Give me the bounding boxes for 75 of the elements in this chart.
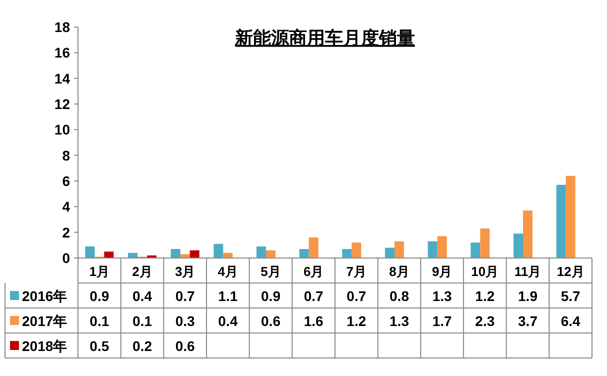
data-label: 0.5 xyxy=(90,338,110,354)
data-label: 0.3 xyxy=(175,313,196,329)
x-tick-label: 7月 xyxy=(346,264,367,279)
data-label: 1.3 xyxy=(432,288,452,304)
data-label: 0.7 xyxy=(304,288,324,304)
data-label: 0.1 xyxy=(132,313,152,329)
x-tick-label: 8月 xyxy=(389,264,410,279)
data-label: 1.9 xyxy=(518,288,538,304)
bar xyxy=(256,246,266,258)
bar xyxy=(180,254,190,258)
y-tick-label: 6 xyxy=(62,173,70,189)
bar xyxy=(190,250,200,258)
data-label: 1.2 xyxy=(475,288,495,304)
bar xyxy=(299,249,309,258)
data-label: 0.6 xyxy=(175,338,196,354)
y-tick-label: 4 xyxy=(62,198,70,215)
legend-label: 2018年 xyxy=(22,338,68,354)
data-label: 0.2 xyxy=(132,338,152,354)
data-label: 6.4 xyxy=(560,313,581,329)
data-label: 5.7 xyxy=(560,288,581,304)
legend-label: 2017年 xyxy=(22,313,68,329)
bar xyxy=(566,176,576,258)
legend-label: 2016年 xyxy=(22,288,68,304)
x-tick-label: 10月 xyxy=(471,264,499,279)
data-label: 0.4 xyxy=(132,288,152,304)
data-label: 1.2 xyxy=(346,313,366,329)
x-tick-label: 2月 xyxy=(132,264,152,279)
data-label: 1.1 xyxy=(218,288,238,304)
bar xyxy=(214,244,224,258)
bar xyxy=(266,250,276,258)
bar xyxy=(514,234,523,258)
y-tick-label: 18 xyxy=(54,19,70,35)
x-tick-label: 6月 xyxy=(303,264,324,279)
x-tick-label: 1月 xyxy=(89,264,110,279)
bar xyxy=(480,228,490,258)
data-label: 0.9 xyxy=(261,288,281,304)
bar xyxy=(394,241,404,258)
data-label: 0.7 xyxy=(346,288,366,304)
bar xyxy=(470,242,480,258)
bar xyxy=(556,184,566,258)
y-tick-label: 2 xyxy=(62,224,70,240)
data-label: 1.6 xyxy=(304,313,324,329)
data-label: 3.7 xyxy=(518,313,538,329)
y-tick-label: 10 xyxy=(54,122,70,138)
data-label: 2.3 xyxy=(475,313,495,329)
x-tick-label: 3月 xyxy=(174,264,196,279)
data-label: 1.7 xyxy=(432,313,452,329)
data-label: 0.1 xyxy=(90,313,110,329)
y-tick-label: 0 xyxy=(62,250,70,266)
data-label: 0.7 xyxy=(175,288,196,304)
chart-title: 新能源商用车月度销量 xyxy=(234,28,415,48)
x-tick-label: 4月 xyxy=(218,264,238,279)
bar xyxy=(523,210,532,258)
bar xyxy=(352,242,362,258)
bar xyxy=(385,248,394,258)
bar xyxy=(170,249,180,258)
data-label: 0.4 xyxy=(218,313,238,329)
x-tick-label: 9月 xyxy=(432,264,452,279)
data-label: 1.3 xyxy=(390,313,410,329)
y-tick-label: 16 xyxy=(54,44,70,61)
y-tick-label: 14 xyxy=(54,70,70,86)
x-tick-label: 11月 xyxy=(514,264,542,279)
bar xyxy=(104,252,114,258)
bar xyxy=(308,237,318,258)
bar xyxy=(342,249,352,258)
bar xyxy=(437,236,447,258)
y-tick-label: 12 xyxy=(54,96,70,112)
data-label: 0.9 xyxy=(90,288,110,304)
x-tick-label: 12月 xyxy=(556,264,584,279)
data-label: 0.8 xyxy=(390,288,410,304)
y-tick-label: 8 xyxy=(62,147,70,164)
bar xyxy=(428,241,438,258)
x-tick-label: 5月 xyxy=(260,264,281,279)
bar xyxy=(85,246,95,258)
data-label: 0.6 xyxy=(261,313,281,329)
